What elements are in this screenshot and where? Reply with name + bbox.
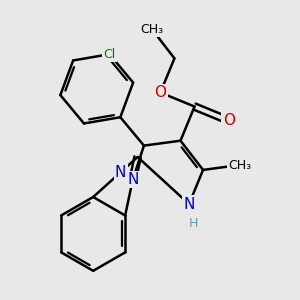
Text: Cl: Cl xyxy=(103,48,116,61)
Text: O: O xyxy=(154,85,166,100)
Text: CH₃: CH₃ xyxy=(140,23,164,36)
Text: O: O xyxy=(223,113,235,128)
Text: N: N xyxy=(115,165,126,180)
Text: CH₃: CH₃ xyxy=(228,158,251,172)
Text: N: N xyxy=(127,172,139,187)
Text: H: H xyxy=(189,218,198,230)
Text: N: N xyxy=(183,196,195,211)
